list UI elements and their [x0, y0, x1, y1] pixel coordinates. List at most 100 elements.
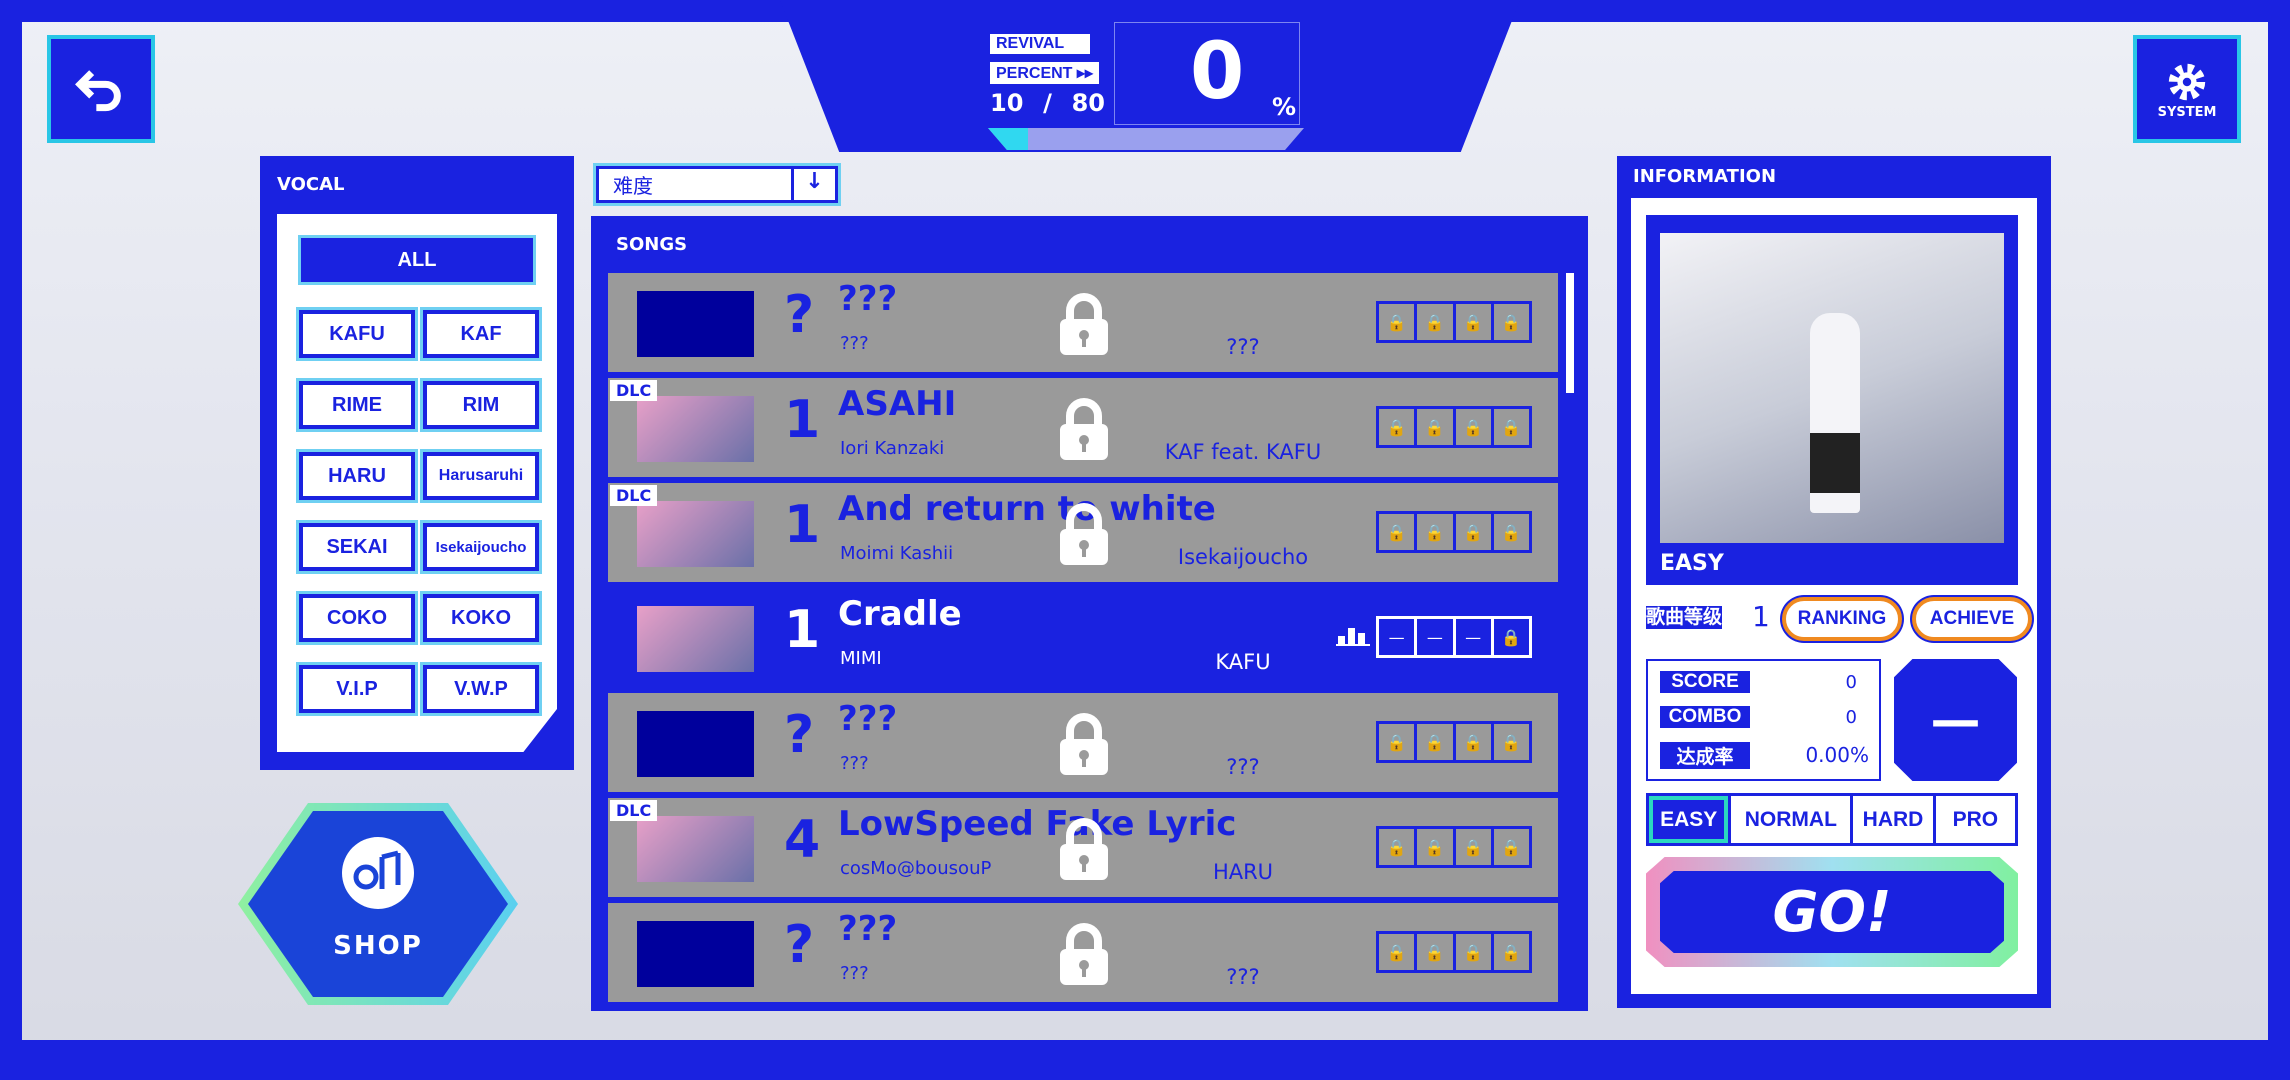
- percent-box: [1114, 22, 1300, 125]
- difficulty-level-slot: 🔒: [1379, 409, 1418, 445]
- song-title: LowSpeed Fake Lyric: [838, 804, 1237, 844]
- song-thumbnail: [637, 501, 754, 567]
- song-row[interactable]: ?????????? 🔒 🔒 🔒 🔒: [608, 693, 1558, 795]
- vocal-filter-vip[interactable]: V.I.P: [299, 665, 415, 713]
- song-title: ???: [838, 909, 898, 949]
- vocal-filter-isekaijoucho[interactable]: Isekaijoucho: [423, 523, 539, 571]
- vocal-filter-rim[interactable]: RIM: [423, 381, 539, 429]
- dlc-badge: DLC: [610, 800, 658, 822]
- vocal-filter-sekai[interactable]: SEKAI: [299, 523, 415, 571]
- song-level: ?: [784, 285, 815, 345]
- sort-value: 难度: [613, 174, 653, 198]
- shop-button[interactable]: SHOP: [238, 803, 518, 1005]
- count-separator: /: [1043, 89, 1052, 117]
- song-artist: ???: [1226, 965, 1260, 989]
- lock-icon: [1056, 503, 1112, 567]
- song-row[interactable]: DLC 1 And return to white Moimi Kashii Iseka…: [608, 483, 1558, 585]
- difficulty-level-slot: 🔒: [1501, 312, 1522, 332]
- song-artist: ???: [1226, 755, 1260, 779]
- tab-pro[interactable]: PRO: [1952, 807, 1999, 831]
- song-row[interactable]: ?????????? 🔒 🔒 🔒 🔒: [608, 903, 1558, 1005]
- frame-bottom: [0, 1040, 2290, 1080]
- chart-icon: [1336, 624, 1370, 650]
- rate-value: 0.00%: [1805, 743, 1869, 767]
- song-composer: Moimi Kashii: [840, 543, 954, 564]
- song-row[interactable]: DLC 1 ASAHI Iori Kanzaki KAF feat. KAFU 🔒 🔒 🔒 🔒: [608, 378, 1558, 480]
- difficulty-levels: 🔒 🔒 🔒 🔒: [1376, 931, 1532, 973]
- song-level: 1: [784, 495, 821, 555]
- gear-icon: [2168, 63, 2206, 100]
- song-thumbnail: [637, 291, 754, 357]
- vocal-filter-coko[interactable]: COKO: [299, 594, 415, 642]
- jacket-difficulty-label: EASY: [1660, 551, 1724, 576]
- difficulty-level-slot: 🔒: [1501, 417, 1522, 437]
- song-title: ASAHI: [838, 384, 957, 424]
- vocal-filter-vwp[interactable]: V.W.P: [423, 665, 539, 713]
- song-row[interactable]: 1 Cradle MIMI KAFU — — — 🔒: [608, 588, 1558, 690]
- back-button[interactable]: [51, 39, 151, 139]
- score-value: 0: [1845, 672, 1857, 693]
- vocal-title: VOCAL: [277, 174, 345, 195]
- difficulty-level-slot: —: [1417, 619, 1456, 655]
- vocal-filter-rime[interactable]: RIME: [299, 381, 415, 429]
- song-thumbnail: [637, 816, 754, 882]
- song-artist: Isekaijoucho: [1177, 545, 1309, 569]
- vocal-filter-haru[interactable]: HARU: [299, 452, 415, 500]
- vocal-filter-koko[interactable]: KOKO: [423, 594, 539, 642]
- percent-label: PERCENT ▸▸: [990, 62, 1099, 84]
- song-level-label: 歌曲等级: [1646, 606, 1723, 629]
- difficulty-levels: 🔒 🔒 🔒 🔒: [1376, 721, 1532, 763]
- difficulty-level-slot: 🔒: [1456, 514, 1494, 550]
- song-title: Cradle: [838, 594, 962, 634]
- vocal-filter-kaf[interactable]: KAF: [423, 310, 539, 358]
- song-row[interactable]: DLC 4 LowSpeed Fake Lyric cosMo@bousouP HARU…: [608, 798, 1558, 900]
- songs-title: SONGS: [616, 234, 688, 255]
- percent-sign: %: [1272, 93, 1297, 121]
- song-row[interactable]: ?????????? 🔒 🔒 🔒 🔒: [608, 273, 1558, 375]
- system-button[interactable]: SYSTEM: [2137, 39, 2237, 139]
- difficulty-level-slot: 🔒: [1501, 942, 1522, 962]
- revival-panel: [780, 0, 1520, 152]
- tab-easy[interactable]: EASY: [1649, 796, 1732, 843]
- vocal-filter-kafu[interactable]: KAFU: [299, 310, 415, 358]
- achieve-button[interactable]: ACHIEVE: [1912, 597, 2032, 641]
- difficulty-level-slot: 🔒: [1417, 934, 1456, 970]
- difficulty-level-slot: 🔒: [1501, 732, 1522, 752]
- tab-hard[interactable]: HARD: [1853, 796, 1936, 843]
- dlc-badge: DLC: [610, 485, 658, 507]
- song-level-value: 1: [1752, 600, 1770, 633]
- song-artist: KAF feat. KAFU: [1164, 440, 1322, 464]
- song-composer: Iori Kanzaki: [840, 438, 945, 459]
- difficulty-level-slot: 🔒: [1379, 934, 1418, 970]
- go-button[interactable]: GO!: [1646, 857, 2018, 967]
- difficulty-level-slot: —: [1456, 619, 1494, 655]
- lock-icon: [1056, 713, 1112, 777]
- vocal-filter-harusaruhi[interactable]: Harusaruhi: [423, 452, 539, 500]
- difficulty-levels: 🔒 🔒 🔒 🔒: [1376, 826, 1532, 868]
- difficulty-level-slot: 🔒: [1417, 514, 1456, 550]
- sort-dropdown[interactable]: 难度 ↓: [596, 166, 838, 203]
- song-artist: ???: [1226, 335, 1260, 359]
- score-label: SCORE: [1660, 671, 1750, 693]
- shop-label: SHOP: [333, 931, 423, 961]
- difficulty-level-slot: 🔒: [1417, 409, 1456, 445]
- difficulty-levels: 🔒 🔒 🔒 🔒: [1376, 301, 1532, 343]
- lock-icon: [1056, 398, 1112, 462]
- vocal-filter-all[interactable]: ALL: [301, 238, 533, 282]
- system-label: SYSTEM: [2157, 104, 2217, 120]
- song-composer: ???: [840, 963, 869, 984]
- tab-normal[interactable]: NORMAL: [1731, 796, 1854, 843]
- difficulty-level-slot: 🔒: [1417, 724, 1456, 760]
- difficulty-level-slot: 🔒: [1456, 934, 1494, 970]
- revival-progress-bar: [988, 128, 1304, 150]
- song-thumbnail: [637, 606, 754, 672]
- music-note-icon: [342, 837, 414, 909]
- percent-value: 0: [1190, 27, 1245, 117]
- song-level: ?: [784, 705, 815, 765]
- song-title: ???: [838, 699, 898, 739]
- lock-icon: [1056, 293, 1112, 357]
- ranking-button[interactable]: RANKING: [1782, 597, 1902, 641]
- difficulty-level-slot: 🔒: [1379, 724, 1418, 760]
- song-thumbnail: [637, 711, 754, 777]
- songs-scrollbar[interactable]: [1566, 273, 1574, 393]
